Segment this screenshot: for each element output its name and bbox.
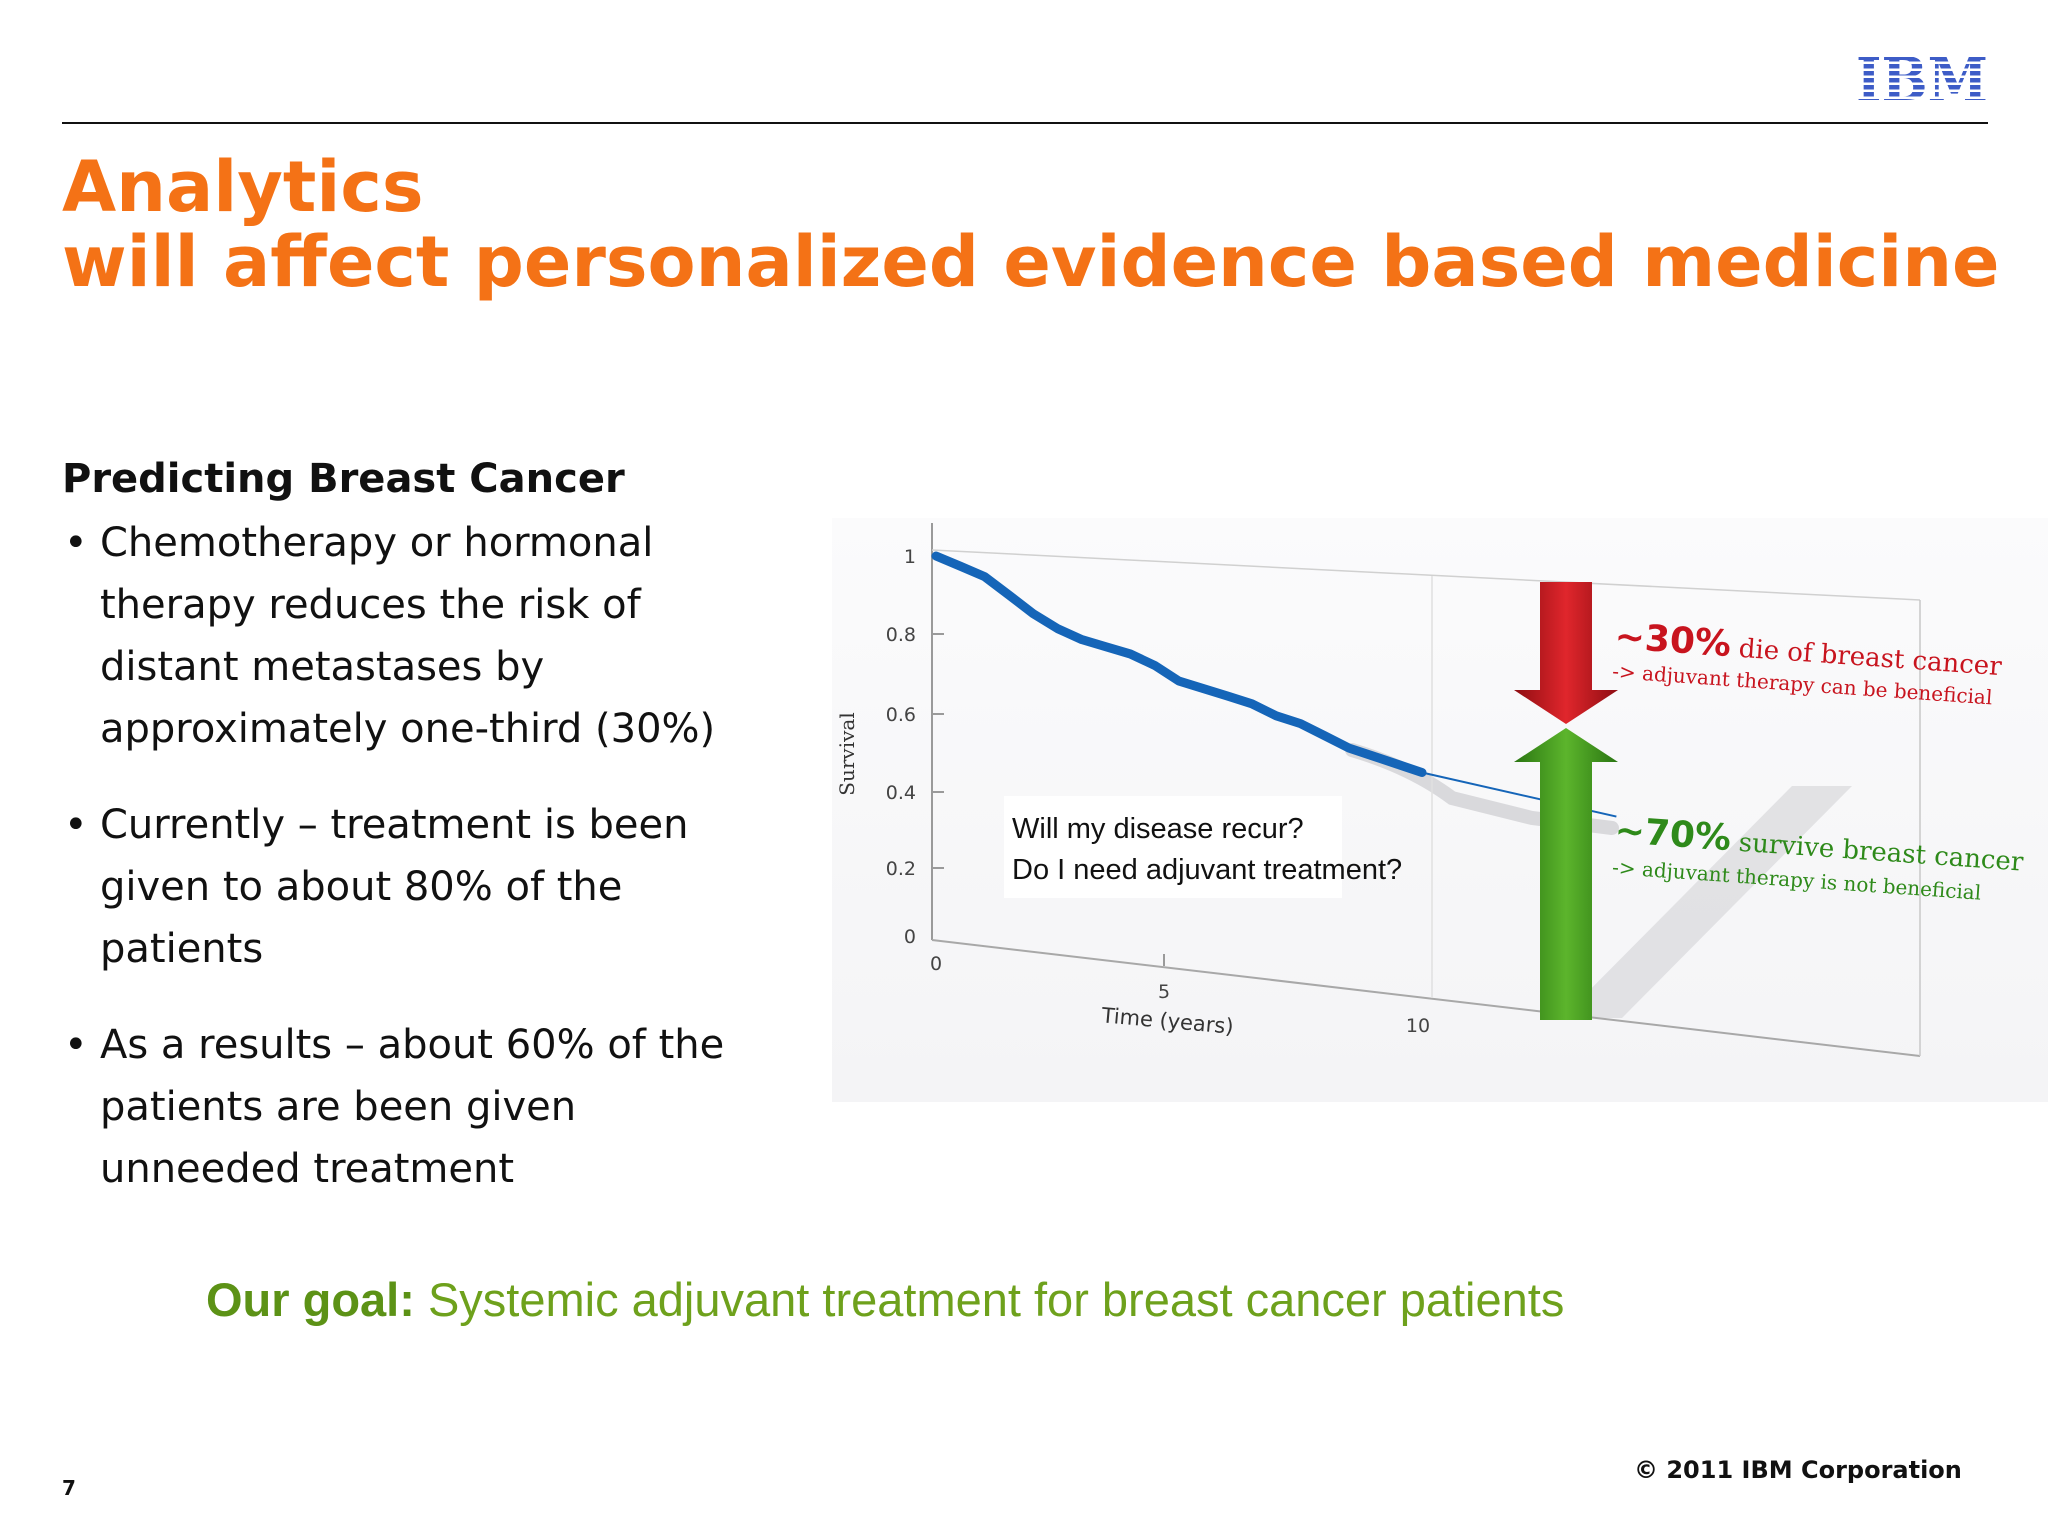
bullet-item: Currently – treatment is been given to a… (62, 794, 782, 980)
x-tick-label: 10 (1406, 1015, 1430, 1037)
bullet-item: As a results – about 60% of the patients… (62, 1014, 782, 1200)
die-percent: ~30% (1613, 616, 1732, 665)
survival-curve (931, 551, 1427, 777)
bullet-list: Chemotherapy or hormonal therapy reduces… (62, 512, 782, 1200)
x-axis (931, 939, 1921, 1057)
die-arrow (1514, 582, 1618, 724)
content-section: Predicting Breast Cancer Chemotherapy or… (62, 450, 782, 1234)
y-tick-label: 1 (904, 546, 916, 568)
logo-text: IBM (1856, 50, 1988, 106)
goal-statement: Our goal: Systemic adjuvant treatment fo… (206, 1272, 1564, 1327)
question-line-1: Will my disease recur? (1012, 813, 1304, 845)
header-rule (62, 122, 1988, 124)
question-line-2: Do I need adjuvant treatment? (1012, 854, 1402, 886)
x-tick-label: 0 (930, 953, 942, 975)
arrow-shadow (1562, 786, 1852, 1018)
top-frame (931, 549, 1921, 601)
y-tick-label: 0.8 (886, 624, 916, 646)
survive-percent: ~70% (1613, 810, 1732, 859)
section-heading: Predicting Breast Cancer (62, 456, 625, 502)
title-line-1: Analytics (62, 146, 424, 228)
y-tick-label: 0.6 (886, 704, 916, 726)
ibm-logo: IBM (1856, 50, 1988, 106)
page-number: 7 (62, 1476, 76, 1500)
goal-label: Our goal: (206, 1273, 415, 1326)
bullet-item: Chemotherapy or hormonal therapy reduces… (62, 512, 782, 760)
survival-chart: 1 0.8 0.6 0.4 0.2 0 0 5 10 Time (years) … (832, 518, 2048, 1102)
goal-text: Systemic adjuvant treatment for breast c… (414, 1273, 1565, 1326)
question-box (1004, 796, 1342, 898)
x-tick-label: 5 (1158, 981, 1170, 1003)
y-tick-label: 0 (904, 926, 916, 948)
y-axis-label: Survival (835, 712, 859, 795)
title-line-2: will affect personalized evidence based … (62, 221, 2000, 303)
page-title: Analytics will affect personalized evide… (62, 150, 2000, 300)
survive-arrow (1514, 728, 1618, 1020)
y-tick-label: 0.4 (886, 782, 916, 804)
y-tick-label: 0.2 (886, 858, 916, 880)
copyright-notice: © 2011 IBM Corporation (1634, 1456, 1962, 1484)
